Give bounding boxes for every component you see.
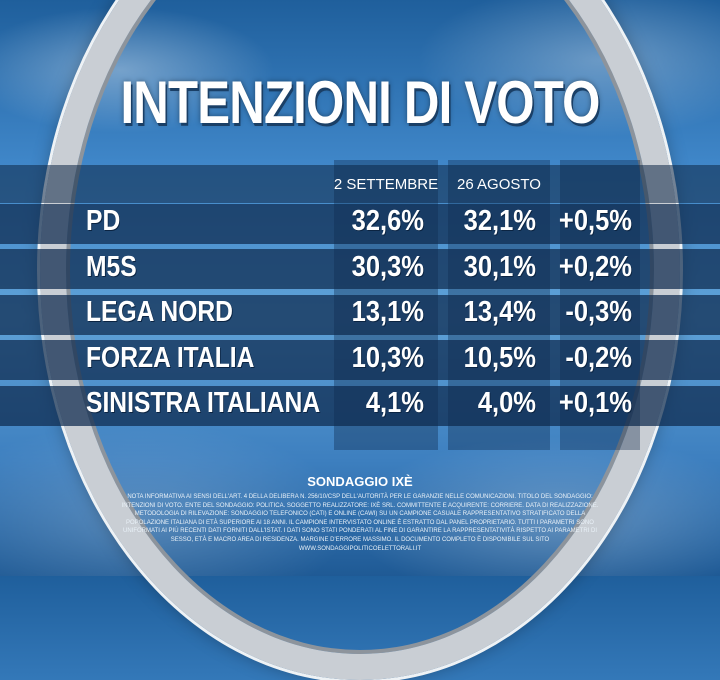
value-current: 32,6%	[351, 205, 424, 237]
table-row	[0, 249, 720, 289]
table-row	[0, 340, 720, 380]
party-name: M5S	[86, 251, 137, 283]
header-band	[0, 165, 720, 203]
party-name: SINISTRA ITALIANA	[86, 387, 321, 419]
value-previous: 10,5%	[463, 342, 536, 374]
value-current: 10,3%	[351, 342, 424, 374]
party-name: LEGA NORD	[86, 296, 233, 328]
value-previous: 30,1%	[463, 251, 536, 283]
value-previous: 32,1%	[463, 205, 536, 237]
column-header-previous: 26 AGOSTO	[457, 176, 541, 193]
methodology-note: NOTA INFORMATIVA AI SENSI DELL'ART. 4 DE…	[121, 494, 599, 552]
value-change: +0,5%	[558, 205, 632, 237]
value-change: -0,3%	[565, 296, 632, 328]
table-row	[0, 386, 720, 426]
value-previous: 4,0%	[477, 387, 536, 419]
value-current: 30,3%	[351, 251, 424, 283]
value-current: 4,1%	[365, 387, 424, 419]
value-previous: 13,4%	[463, 296, 536, 328]
table-row	[0, 295, 720, 335]
value-change: -0,2%	[565, 342, 632, 374]
page-title: INTENZIONI DI VOTO	[120, 69, 600, 136]
table-row	[0, 204, 720, 244]
value-current: 13,1%	[351, 296, 424, 328]
column-header-current: 2 SETTEMBRE	[333, 176, 439, 193]
party-name: PD	[86, 205, 121, 237]
source-label: SONDAGGIO IXÈ	[307, 474, 413, 489]
value-change: +0,2%	[558, 251, 632, 283]
party-name: FORZA ITALIA	[86, 342, 255, 374]
value-change: +0,1%	[558, 387, 632, 419]
